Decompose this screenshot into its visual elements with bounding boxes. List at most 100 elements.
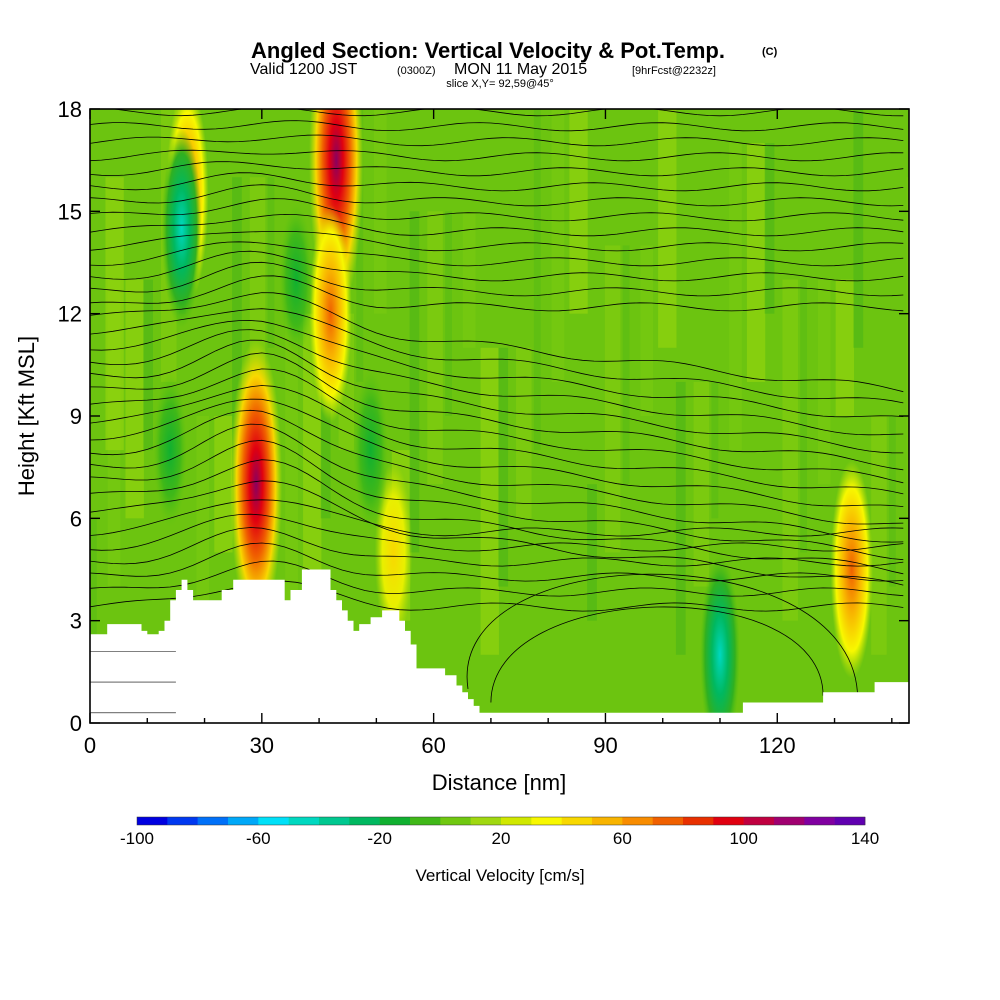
theta-contour (90, 368, 904, 484)
downdraft-cell (161, 128, 202, 329)
colorbar-swatch (197, 817, 229, 825)
colorbar-swatch (379, 817, 411, 825)
x-tick-label: 60 (421, 733, 445, 758)
theta-contour (90, 231, 904, 252)
colorbar-tick-label: -60 (246, 829, 271, 848)
theta-contour (90, 527, 904, 567)
terrain-mask (90, 569, 909, 723)
theta-contour (90, 184, 904, 207)
colorbar-tick-label: -100 (120, 829, 154, 848)
velocity-band (640, 245, 653, 416)
valid-time-utc: (0300Z) (397, 65, 436, 77)
colorbar-swatch (501, 817, 532, 825)
velocity-band (285, 313, 298, 655)
velocity-band (356, 109, 364, 382)
y-axis: 0 3 6 9 12 15 18 (58, 97, 82, 736)
theta-contour (90, 385, 904, 495)
velocity-band (196, 416, 210, 621)
velocity-band (622, 245, 630, 485)
theta-contour (90, 172, 904, 192)
theta-contour (90, 161, 904, 177)
y-axis-label: Height [Kft MSL] (14, 336, 39, 496)
theta-contour (90, 275, 904, 312)
theta-contour (90, 120, 904, 132)
colorbar-swatch (167, 817, 198, 825)
velocity-band (764, 143, 775, 314)
chart-title-mark: (C) (762, 46, 778, 58)
colorbar-swatch (561, 817, 593, 825)
colorbar-swatch (804, 817, 835, 825)
x-tick-label: 90 (593, 733, 617, 758)
colorbar-swatch (137, 817, 168, 825)
y-tick-label: 6 (70, 506, 82, 531)
velocity-band (90, 518, 97, 655)
theta-contour (90, 320, 904, 418)
colorbar-swatch (592, 817, 623, 825)
colorbar-frame (136, 816, 866, 826)
colorbar-ticks: -100 -60 -20 20 60 100 140 (120, 829, 879, 848)
theta-contour (490, 606, 824, 703)
velocity-band (498, 347, 509, 587)
colorbar-swatch (349, 817, 380, 825)
colorbar-label: Vertical Velocity [cm/s] (415, 866, 584, 885)
velocity-band (480, 347, 499, 655)
chart-title: Angled Section: Vertical Velocity & Pot.… (251, 38, 725, 63)
colorbar-swatch (410, 817, 441, 825)
theta-contour (90, 480, 904, 586)
theta-contour (90, 459, 904, 575)
updraft-cell (830, 460, 873, 679)
chart-header: Angled Section: Vertical Velocity & Pot.… (250, 38, 778, 90)
x-tick-label: 120 (759, 733, 796, 758)
velocity-band (533, 109, 541, 451)
x-tick-label: 0 (84, 733, 96, 758)
colorbar-swatch (228, 817, 259, 825)
colorbar-swatch (319, 817, 350, 825)
theta-contour (90, 308, 904, 404)
colorbar-swatch (683, 817, 714, 825)
velocity-band (817, 279, 831, 485)
velocity-band (906, 177, 909, 519)
colorbar-swatch (440, 817, 471, 825)
theta-contours (90, 109, 904, 703)
velocity-band (888, 416, 896, 587)
forecast-info: [9hrFcst@2232z] (632, 65, 716, 77)
theta-contour (90, 134, 904, 147)
downdraft-cell (700, 554, 740, 723)
theta-contour (90, 329, 904, 436)
velocity-band (105, 177, 124, 451)
x-tick-label: 30 (250, 733, 274, 758)
downdraft-cell (153, 372, 188, 528)
updraft-cell (309, 204, 352, 423)
theta-contour (90, 213, 904, 237)
velocity-band (427, 211, 443, 485)
downdraft-cell (353, 368, 389, 533)
colorbar-tick-label: -20 (367, 829, 392, 848)
colorbar-tick-label: 20 (492, 829, 511, 848)
y-tick-label: 9 (70, 404, 82, 429)
velocity-band (516, 347, 532, 519)
velocity-band (711, 381, 719, 519)
colorbar-swatch (743, 817, 775, 825)
colorbar-tick-label: 100 (729, 829, 757, 848)
colorbar-swatch (774, 817, 805, 825)
theta-contour (90, 250, 904, 282)
velocity-band (409, 211, 420, 553)
velocity-band (125, 279, 144, 519)
colorbar-swatch (713, 817, 744, 825)
y-tick-label: 18 (58, 97, 82, 122)
velocity-band (604, 245, 621, 553)
theta-contour (90, 499, 904, 537)
valid-time-prefix: Valid 1200 JST (250, 61, 358, 78)
velocity-band (551, 109, 565, 382)
velocity-band (693, 381, 710, 587)
colorbar-swatch (652, 817, 684, 825)
axis-ticks (89, 108, 909, 724)
updraft-cell (230, 339, 283, 630)
valid-time-date: MON 11 May 2015 (454, 61, 587, 78)
x-axis-label: Distance [nm] (432, 770, 567, 795)
theta-contour (90, 398, 904, 507)
slice-info: slice X,Y= 92,59@45° (446, 78, 554, 90)
theta-contour (90, 439, 904, 561)
velocity-features (153, 109, 873, 723)
